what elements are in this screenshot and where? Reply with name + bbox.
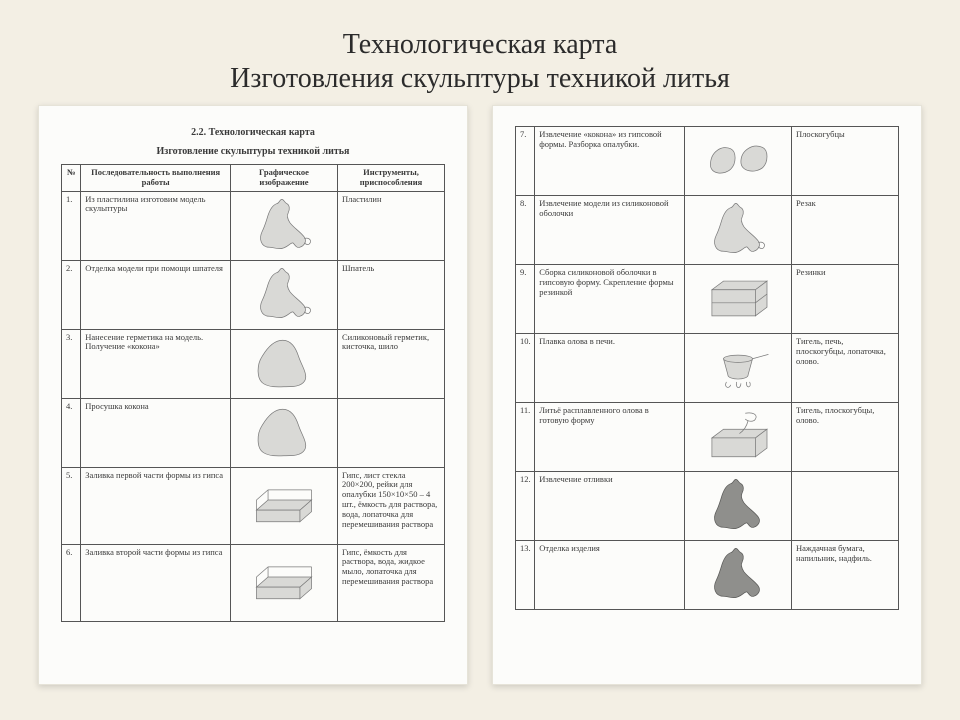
row-tools: Шпатель — [337, 260, 444, 329]
row-step: Сборка силиконовой оболочки в гипсовую ф… — [535, 265, 685, 334]
row-num: 4. — [62, 398, 81, 467]
row-step: Извлечение «кокона» из гипсовой формы. Р… — [535, 127, 685, 196]
slide: Технологическая картаИзготовления скульп… — [0, 0, 960, 720]
table-row: 11. Литьё расплавленного олова в готовую… — [516, 403, 899, 472]
table-row: 12. Извлечение отливки — [516, 472, 899, 541]
row-image — [231, 260, 338, 329]
row-tools: Пластилин — [337, 191, 444, 260]
halves-icon — [697, 130, 779, 188]
row-image — [685, 541, 792, 610]
row-step: Нанесение герметика на модель. Получение… — [81, 329, 231, 398]
col-img: Графическое изображение — [231, 165, 338, 192]
row-num: 9. — [516, 265, 535, 334]
row-tools — [337, 398, 444, 467]
row-image — [685, 403, 792, 472]
row-num: 6. — [62, 544, 81, 621]
row-image — [231, 329, 338, 398]
dog-icon — [243, 264, 325, 322]
row-tools: Силиконовый герметик, кисточка, шило — [337, 329, 444, 398]
row-image — [231, 398, 338, 467]
box-open-icon — [243, 471, 325, 529]
page1-title: Изготовление скульптуры техникой литья — [61, 145, 445, 158]
table-row: 2. Отделка модели при помощи шпателя Шпа… — [62, 260, 445, 329]
row-tools: Плоскогубцы — [791, 127, 898, 196]
row-num: 5. — [62, 467, 81, 544]
pour-box-icon — [697, 406, 779, 464]
box-closed-icon — [697, 268, 779, 326]
row-image — [685, 472, 792, 541]
blob-icon — [243, 402, 325, 460]
row-image — [685, 127, 792, 196]
row-step: Литьё расплавленного олова в готовую фор… — [535, 403, 685, 472]
page2-table: 7. Извлечение «кокона» из гипсовой формы… — [515, 126, 899, 610]
row-step: Плавка олова в печи. — [535, 334, 685, 403]
row-image — [231, 544, 338, 621]
row-num: 12. — [516, 472, 535, 541]
row-num: 13. — [516, 541, 535, 610]
row-num: 7. — [516, 127, 535, 196]
page1-table: № Последовательность выполнения работы Г… — [61, 164, 445, 622]
dog-dark-icon — [697, 475, 779, 533]
table-row: 6. Заливка второй части формы из гипса Г… — [62, 544, 445, 621]
row-tools: Гипс, лист стекла 200×200, рейки для опа… — [337, 467, 444, 544]
row-tools: Наждачная бумага, напильник, надфиль. — [791, 541, 898, 610]
blob-icon — [243, 333, 325, 391]
crucible-icon — [697, 337, 779, 395]
table-row: 9. Сборка силиконовой оболочки в гипсову… — [516, 265, 899, 334]
row-image — [231, 191, 338, 260]
page1-header-row: № Последовательность выполнения работы Г… — [62, 165, 445, 192]
row-step: Отделка модели при помощи шпателя — [81, 260, 231, 329]
row-image — [685, 265, 792, 334]
row-num: 11. — [516, 403, 535, 472]
dog-dark-icon — [697, 544, 779, 602]
row-step: Извлечение модели из силиконовой оболочк… — [535, 196, 685, 265]
dog-icon — [243, 195, 325, 253]
row-tools: Тигель, печь, плоскогубцы, лопаточка, ол… — [791, 334, 898, 403]
row-num: 2. — [62, 260, 81, 329]
pages-row: 2.2. Технологическая карта Изготовление … — [28, 105, 932, 685]
table-row: 4. Просушка кокона — [62, 398, 445, 467]
row-step: Из пластилина изготовим модель скульптур… — [81, 191, 231, 260]
title-line1: Технологическая картаИзготовления скульп… — [230, 29, 730, 94]
table-row: 7. Извлечение «кокона» из гипсовой формы… — [516, 127, 899, 196]
row-tools: Тигель, плоскогубцы, олово. — [791, 403, 898, 472]
row-tools — [791, 472, 898, 541]
table-row: 8. Извлечение модели из силиконовой обол… — [516, 196, 899, 265]
page1-label: 2.2. Технологическая карта — [61, 126, 445, 139]
row-image — [685, 334, 792, 403]
row-image — [685, 196, 792, 265]
slide-title: Технологическая картаИзготовления скульп… — [28, 28, 932, 95]
table-row: 10. Плавка олова в печи. Тигель, печь, п… — [516, 334, 899, 403]
row-step: Отделка изделия — [535, 541, 685, 610]
col-num: № — [62, 165, 81, 192]
row-tools: Резак — [791, 196, 898, 265]
page-2: 7. Извлечение «кокона» из гипсовой формы… — [492, 105, 922, 685]
row-tools: Резинки — [791, 265, 898, 334]
row-step: Заливка второй части формы из гипса — [81, 544, 231, 621]
row-step: Извлечение отливки — [535, 472, 685, 541]
table-row: 13. Отделка изделия Наждачная бумага, на… — [516, 541, 899, 610]
row-tools: Гипс, ёмкость для раствора, вода, жидкое… — [337, 544, 444, 621]
page-1: 2.2. Технологическая карта Изготовление … — [38, 105, 468, 685]
dog-icon — [697, 199, 779, 257]
col-tool: Инструменты, приспособления — [337, 165, 444, 192]
row-num: 3. — [62, 329, 81, 398]
row-step: Просушка кокона — [81, 398, 231, 467]
col-step: Последовательность выполнения работы — [81, 165, 231, 192]
row-image — [231, 467, 338, 544]
table-row: 5. Заливка первой части формы из гипса Г… — [62, 467, 445, 544]
row-step: Заливка первой части формы из гипса — [81, 467, 231, 544]
row-num: 8. — [516, 196, 535, 265]
table-row: 3. Нанесение герметика на модель. Получе… — [62, 329, 445, 398]
row-num: 10. — [516, 334, 535, 403]
box-open-icon — [243, 548, 325, 606]
table-row: 1. Из пластилина изготовим модель скульп… — [62, 191, 445, 260]
row-num: 1. — [62, 191, 81, 260]
